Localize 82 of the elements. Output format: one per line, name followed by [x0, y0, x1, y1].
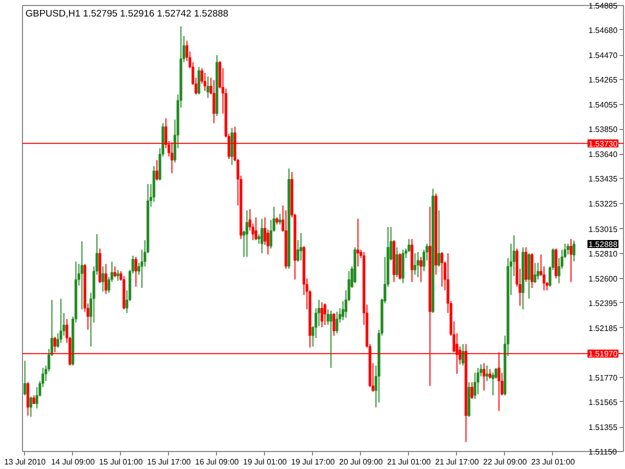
- candlestick: [438, 210, 440, 267]
- candlestick: [102, 266, 104, 292]
- candlestick: [134, 256, 138, 288]
- candlestick: [398, 252, 402, 280]
- y-tick-label: 1.51770: [588, 373, 618, 382]
- candlestick: [492, 372, 494, 396]
- candlestick: [566, 243, 570, 255]
- x-tick-label: 21 Jul 01:00: [387, 458, 432, 466]
- candlestick: [246, 210, 248, 258]
- candlestick: [336, 311, 338, 334]
- x-tick-label: 22 Jul 09:00: [483, 458, 528, 466]
- y-tick-label: 1.52185: [588, 324, 618, 333]
- x-tick-label: 19 Jul 01:00: [243, 458, 288, 466]
- candlestick: [260, 218, 264, 254]
- candlestick: [462, 344, 464, 366]
- x-tick-label: 15 Jul 17:00: [147, 458, 192, 466]
- candlestick: [332, 312, 336, 336]
- candlestick: [482, 362, 486, 392]
- candlestick: [116, 269, 120, 282]
- candlestick: [326, 308, 330, 326]
- x-tick-label: 13 Jul 2010: [4, 458, 46, 466]
- candlestick: [470, 382, 474, 400]
- y-tick-label: 1.54265: [588, 76, 618, 85]
- candlestick: [324, 302, 326, 326]
- ref-line-label: 1.53730: [588, 139, 618, 148]
- y-tick-label: 1.54885: [588, 2, 618, 10]
- chart-title: GBPUSD,H1 1.52795 1.52916 1.52742 1.52888: [26, 8, 228, 20]
- candlestick: [60, 298, 62, 344]
- candlestick: [416, 252, 420, 278]
- x-tick-label: 16 Jul 09:00: [195, 458, 240, 466]
- candlestick: [420, 256, 422, 282]
- y-tick-label: 1.52810: [588, 249, 618, 258]
- y-tick-label: 1.53640: [588, 150, 618, 160]
- candlestick: [26, 382, 30, 416]
- candlestick: [486, 365, 488, 382]
- candlestick: [198, 66, 200, 95]
- x-tick-label: 14 Jul 09:00: [51, 458, 96, 466]
- candlestick: [330, 310, 332, 368]
- y-tick-label: 1.52395: [588, 298, 618, 308]
- candlestick: [300, 232, 302, 261]
- x-tick-label: 21 Jul 17:00: [435, 458, 480, 466]
- candlestick: [30, 396, 32, 418]
- candlestick: [278, 213, 282, 226]
- y-tick-label: 1.51355: [588, 423, 618, 432]
- candlestick: [320, 302, 324, 328]
- candlestick: [114, 266, 116, 278]
- candlestick: [488, 368, 492, 380]
- candlestick: [396, 246, 398, 278]
- candlestick: [536, 262, 540, 280]
- candlestick: [534, 262, 536, 284]
- candlestick: [414, 252, 416, 276]
- candlestick: [230, 127, 234, 166]
- candlestick: [24, 360, 26, 396]
- candlestick: [356, 218, 360, 267]
- y-tick-label: 1.54680: [588, 26, 618, 35]
- ref-line-label: 1.51970: [588, 350, 618, 359]
- y-tick-label: 1.52600: [588, 274, 618, 284]
- y-tick-label: 1.53435: [588, 174, 618, 184]
- candlestick: [80, 240, 84, 310]
- y-tick-label: 1.53850: [588, 125, 618, 134]
- y-tick-label: 1.54470: [588, 51, 618, 60]
- x-tick-label: 19 Jul 17:00: [291, 458, 336, 466]
- candlestick: [440, 252, 444, 288]
- candlestick: [212, 80, 216, 124]
- candlestick: [474, 372, 476, 400]
- candlestick: [572, 240, 576, 262]
- x-tick-label: 15 Jul 01:00: [99, 458, 144, 466]
- candlestick: [104, 264, 108, 294]
- y-tick-label: 1.53015: [588, 224, 618, 234]
- y-tick-label: 1.54055: [588, 100, 618, 110]
- candlestick: [206, 76, 210, 99]
- text: 1.52888: [588, 240, 618, 249]
- candlestick: [254, 216, 258, 241]
- candlestick: [156, 160, 158, 181]
- candlestick: [204, 72, 206, 92]
- y-tick-label: 1.53225: [588, 200, 618, 209]
- y-tick-label: 1.51150: [588, 448, 618, 456]
- y-tick-label: 1.51565: [588, 398, 618, 407]
- x-tick-label: 23 Jul 01:00: [531, 458, 576, 466]
- x-tick-label: 20 Jul 09:00: [339, 458, 384, 466]
- candlestick: [476, 367, 480, 395]
- candlestick: [570, 238, 572, 282]
